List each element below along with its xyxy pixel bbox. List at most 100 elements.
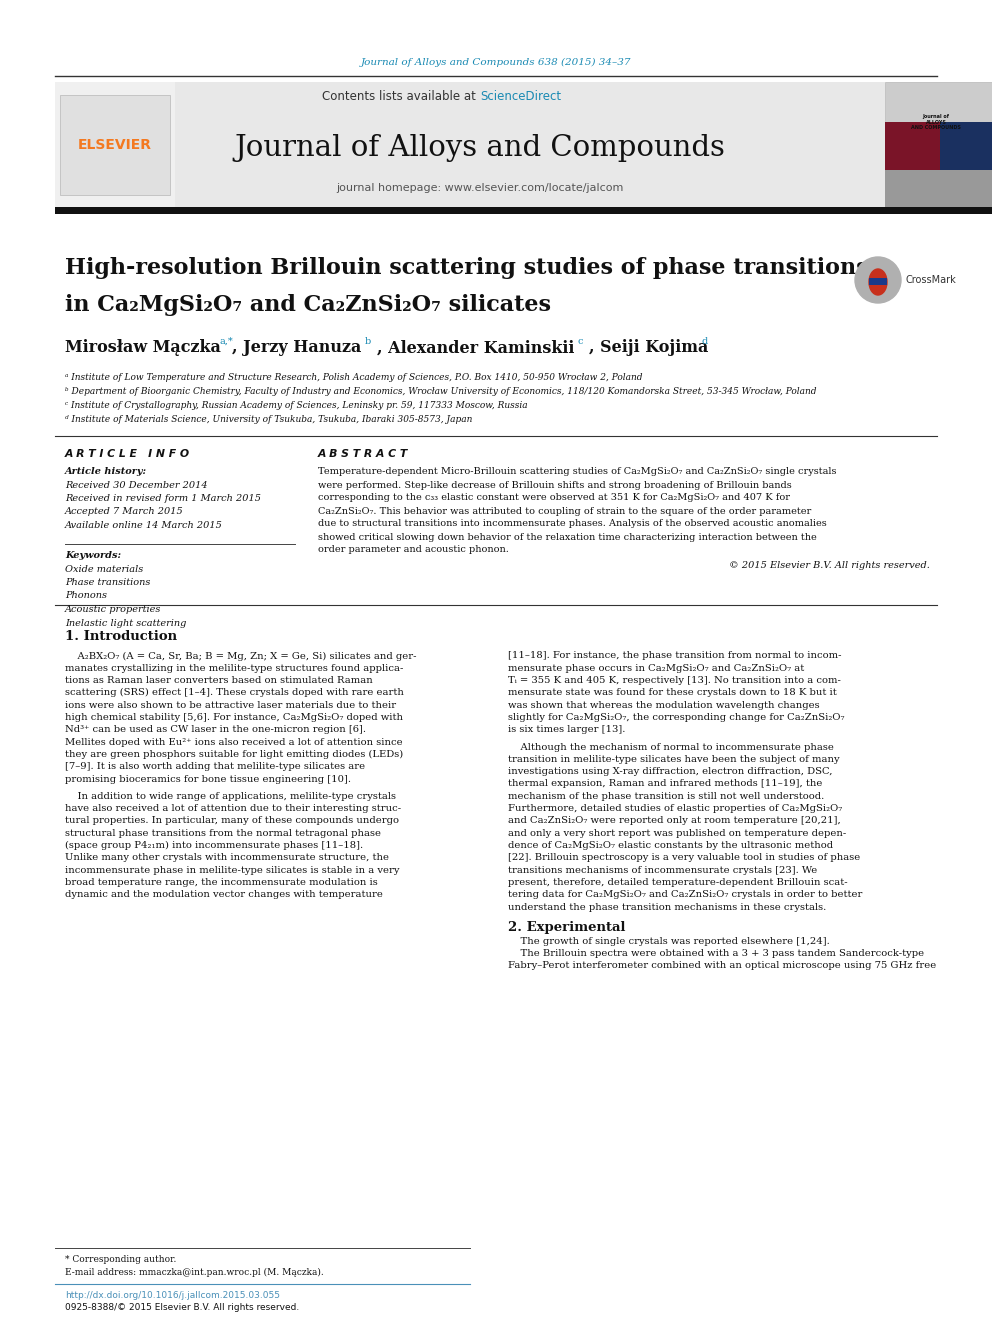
Text: [11–18]. For instance, the phase transition from normal to incom-: [11–18]. For instance, the phase transit… [508, 651, 841, 660]
Text: tural properties. In particular, many of these compounds undergo: tural properties. In particular, many of… [65, 816, 399, 826]
Text: high chemical stability [5,6]. For instance, Ca₂MgSi₂O₇ doped with: high chemical stability [5,6]. For insta… [65, 713, 403, 722]
Text: is six times larger [13].: is six times larger [13]. [508, 725, 625, 734]
Text: were performed. Step-like decrease of Brillouin shifts and strong broadening of : were performed. Step-like decrease of Br… [318, 480, 792, 490]
Text: Received in revised form 1 March 2015: Received in revised form 1 March 2015 [65, 493, 261, 503]
Text: mensurate state was found for these crystals down to 18 K but it: mensurate state was found for these crys… [508, 688, 836, 697]
Text: present, therefore, detailed temperature-dependent Brillouin scat-: present, therefore, detailed temperature… [508, 878, 847, 886]
Text: Journal of
ALLOYS
AND COMPOUNDS: Journal of ALLOYS AND COMPOUNDS [911, 114, 961, 130]
Text: 0925-8388/© 2015 Elsevier B.V. All rights reserved.: 0925-8388/© 2015 Elsevier B.V. All right… [65, 1303, 300, 1312]
Text: http://dx.doi.org/10.1016/j.jallcom.2015.03.055: http://dx.doi.org/10.1016/j.jallcom.2015… [65, 1291, 280, 1301]
Text: 1. Introduction: 1. Introduction [65, 630, 178, 643]
Text: slightly for Ca₂MgSi₂O₇, the corresponding change for Ca₂ZnSi₂O₇: slightly for Ca₂MgSi₂O₇, the correspondi… [508, 713, 844, 722]
Text: mensurate phase occurs in Ca₂MgSi₂O₇ and Ca₂ZnSi₂O₇ at: mensurate phase occurs in Ca₂MgSi₂O₇ and… [508, 664, 805, 673]
Text: Acoustic properties: Acoustic properties [65, 605, 162, 614]
Text: Inelastic light scattering: Inelastic light scattering [65, 618, 186, 627]
Bar [885, 168, 992, 210]
Text: Phonons: Phonons [65, 591, 107, 601]
Text: order parameter and acoustic phonon.: order parameter and acoustic phonon. [318, 545, 509, 554]
Text: have also received a lot of attention due to their interesting struc-: have also received a lot of attention du… [65, 804, 401, 814]
Text: mechanism of the phase transition is still not well understood.: mechanism of the phase transition is sti… [508, 791, 824, 800]
Text: In addition to wide range of applications, melilite-type crystals: In addition to wide range of application… [65, 791, 396, 800]
Text: dence of Ca₂MgSi₂O₇ elastic constants by the ultrasonic method: dence of Ca₂MgSi₂O₇ elastic constants by… [508, 841, 833, 849]
Text: and only a very short report was published on temperature depen-: and only a very short report was publish… [508, 828, 846, 837]
Text: [22]. Brillouin spectroscopy is a very valuable tool in studies of phase: [22]. Brillouin spectroscopy is a very v… [508, 853, 860, 863]
Text: broad temperature range, the incommensurate modulation is: broad temperature range, the incommensur… [65, 878, 378, 886]
Text: was shown that whereas the modulation wavelength changes: was shown that whereas the modulation wa… [508, 701, 819, 709]
Text: Keywords:: Keywords: [65, 552, 121, 561]
Bar [55, 82, 175, 210]
Text: [7–9]. It is also worth adding that melilite-type silicates are: [7–9]. It is also worth adding that meli… [65, 762, 365, 771]
Text: tions as Raman laser converters based on stimulated Raman: tions as Raman laser converters based on… [65, 676, 373, 685]
Text: ᵈ Institute of Materials Science, University of Tsukuba, Tsukuba, Ibaraki 305-85: ᵈ Institute of Materials Science, Univer… [65, 415, 472, 425]
Text: ions were also shown to be attractive laser materials due to their: ions were also shown to be attractive la… [65, 701, 396, 709]
Text: , Jerzy Hanuza: , Jerzy Hanuza [232, 340, 361, 356]
Text: The growth of single crystals was reported elsewhere [1,24].: The growth of single crystals was report… [508, 937, 829, 946]
Text: Mirosław Mączka: Mirosław Mączka [65, 340, 221, 356]
Text: c: c [577, 336, 582, 345]
Text: , Seiji Kojima: , Seiji Kojima [589, 340, 708, 356]
Text: Temperature-dependent Micro-Brillouin scattering studies of Ca₂MgSi₂O₇ and Ca₂Zn: Temperature-dependent Micro-Brillouin sc… [318, 467, 836, 476]
Ellipse shape [869, 269, 887, 295]
Text: * Corresponding author.: * Corresponding author. [65, 1256, 177, 1265]
Text: A R T I C L E   I N F O: A R T I C L E I N F O [65, 448, 190, 459]
Text: E-mail address: mmaczka@int.pan.wroc.pl (M. Mączka).: E-mail address: mmaczka@int.pan.wroc.pl … [65, 1267, 323, 1277]
Text: ELSEVIER: ELSEVIER [78, 138, 152, 152]
Text: understand the phase transition mechanisms in these crystals.: understand the phase transition mechanis… [508, 902, 826, 912]
Text: A B S T R A C T: A B S T R A C T [318, 448, 409, 459]
Text: Nd³⁺ can be used as CW laser in the one-micron region [6].: Nd³⁺ can be used as CW laser in the one-… [65, 725, 366, 734]
Text: a,*: a,* [220, 336, 234, 345]
Text: promising bioceramics for bone tissue engineering [10].: promising bioceramics for bone tissue en… [65, 774, 351, 783]
Text: Journal of Alloys and Compounds 638 (2015) 34–37: Journal of Alloys and Compounds 638 (201… [361, 57, 631, 66]
Text: Furthermore, detailed studies of elastic properties of Ca₂MgSi₂O₇: Furthermore, detailed studies of elastic… [508, 804, 842, 814]
Text: d: d [701, 336, 707, 345]
Text: Available online 14 March 2015: Available online 14 March 2015 [65, 521, 223, 531]
Text: Ca₂ZnSi₂O₇. This behavior was attributed to coupling of strain to the square of : Ca₂ZnSi₂O₇. This behavior was attributed… [318, 507, 811, 516]
Text: ᵃ Institute of Low Temperature and Structure Research, Polish Academy of Science: ᵃ Institute of Low Temperature and Struc… [65, 373, 643, 382]
Text: The Brillouin spectra were obtained with a 3 + 3 pass tandem Sandercock-type: The Brillouin spectra were obtained with… [508, 949, 925, 958]
Text: 2. Experimental: 2. Experimental [508, 921, 626, 934]
Bar [885, 122, 940, 169]
Bar [60, 95, 170, 194]
Text: Unlike many other crystals with incommensurate structure, the: Unlike many other crystals with incommen… [65, 853, 389, 863]
Text: ScienceDirect: ScienceDirect [480, 90, 561, 103]
Text: ᵇ Department of Bioorganic Chemistry, Faculty of Industry and Economics, Wrocław: ᵇ Department of Bioorganic Chemistry, Fa… [65, 388, 816, 397]
Text: transitions mechanisms of incommensurate crystals [23]. We: transitions mechanisms of incommensurate… [508, 865, 817, 875]
Text: Phase transitions: Phase transitions [65, 578, 151, 587]
Text: b: b [365, 336, 371, 345]
Text: Accepted 7 March 2015: Accepted 7 March 2015 [65, 508, 184, 516]
Text: dynamic and the modulation vector changes with temperature: dynamic and the modulation vector change… [65, 890, 383, 900]
Text: Fabry–Perot interferometer combined with an optical microscope using 75 GHz free: Fabry–Perot interferometer combined with… [508, 962, 936, 970]
Bar [55, 206, 992, 214]
Text: corresponding to the c₃₃ elastic constant were observed at 351 K for Ca₂MgSi₂O₇ : corresponding to the c₃₃ elastic constan… [318, 493, 790, 503]
Bar [940, 122, 992, 169]
Text: (space group P4₂₁m) into incommensurate phases [11–18].: (space group P4₂₁m) into incommensurate … [65, 841, 363, 851]
Text: , Alexander Kaminskii: , Alexander Kaminskii [377, 340, 574, 356]
Circle shape [855, 257, 901, 303]
Text: Mellites doped with Eu²⁺ ions also received a lot of attention since: Mellites doped with Eu²⁺ ions also recei… [65, 738, 403, 746]
Text: © 2015 Elsevier B.V. All rights reserved.: © 2015 Elsevier B.V. All rights reserved… [729, 561, 930, 570]
Text: tering data for Ca₂MgSi₂O₇ and Ca₂ZnSi₂O₇ crystals in order to better: tering data for Ca₂MgSi₂O₇ and Ca₂ZnSi₂O… [508, 890, 862, 900]
Text: due to structural transitions into incommensurate phases. Analysis of the observ: due to structural transitions into incom… [318, 520, 826, 528]
Text: Oxide materials: Oxide materials [65, 565, 143, 573]
Text: Article history:: Article history: [65, 467, 147, 476]
Text: in Ca₂MgSi₂O₇ and Ca₂ZnSi₂O₇ silicates: in Ca₂MgSi₂O₇ and Ca₂ZnSi₂O₇ silicates [65, 294, 551, 316]
Text: incommensurate phase in melilite-type silicates is stable in a very: incommensurate phase in melilite-type si… [65, 865, 400, 875]
Bar [885, 82, 992, 210]
Bar [869, 278, 887, 284]
Text: transition in melilite-type silicates have been the subject of many: transition in melilite-type silicates ha… [508, 755, 839, 763]
Text: ᶜ Institute of Crystallography, Russian Academy of Sciences, Leninsky pr. 59, 11: ᶜ Institute of Crystallography, Russian … [65, 401, 528, 410]
Text: Although the mechanism of normal to incommensurate phase: Although the mechanism of normal to inco… [508, 742, 834, 751]
Text: A₂BX₂O₇ (A = Ca, Sr, Ba; B = Mg, Zn; X = Ge, Si) silicates and ger-: A₂BX₂O₇ (A = Ca, Sr, Ba; B = Mg, Zn; X =… [65, 651, 417, 660]
Text: Received 30 December 2014: Received 30 December 2014 [65, 480, 207, 490]
Text: Journal of Alloys and Compounds: Journal of Alloys and Compounds [234, 134, 725, 161]
Text: thermal expansion, Raman and infrared methods [11–19], the: thermal expansion, Raman and infrared me… [508, 779, 822, 789]
Text: High-resolution Brillouin scattering studies of phase transitions: High-resolution Brillouin scattering stu… [65, 257, 869, 279]
Text: journal homepage: www.elsevier.com/locate/jalcom: journal homepage: www.elsevier.com/locat… [336, 183, 624, 193]
Text: Tᵢ = 355 K and 405 K, respectively [13]. No transition into a com-: Tᵢ = 355 K and 405 K, respectively [13].… [508, 676, 841, 685]
Text: manates crystallizing in the melilite-type structures found applica-: manates crystallizing in the melilite-ty… [65, 664, 404, 673]
Bar [55, 82, 885, 210]
Text: structural phase transitions from the normal tetragonal phase: structural phase transitions from the no… [65, 828, 381, 837]
Text: investigations using X-ray diffraction, electron diffraction, DSC,: investigations using X-ray diffraction, … [508, 767, 832, 777]
Text: scattering (SRS) effect [1–4]. These crystals doped with rare earth: scattering (SRS) effect [1–4]. These cry… [65, 688, 404, 697]
Text: CrossMark: CrossMark [906, 275, 956, 284]
